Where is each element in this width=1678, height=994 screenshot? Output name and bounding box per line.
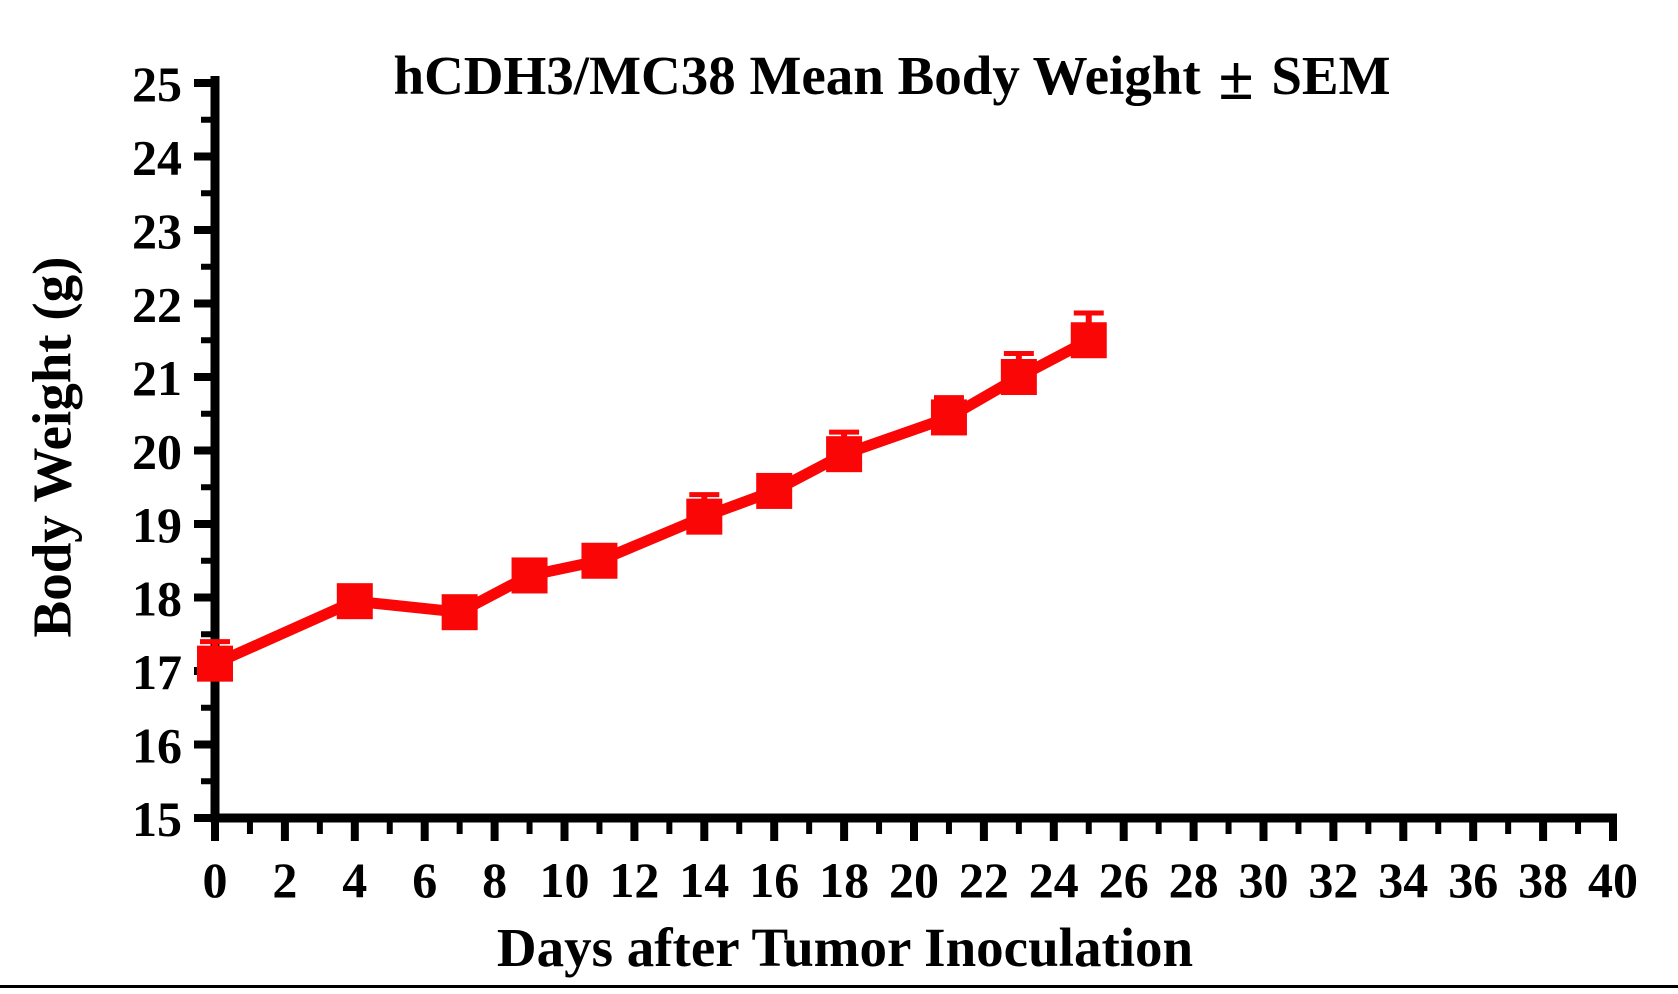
x-tick-label: 32	[1308, 852, 1358, 908]
x-tick-label: 36	[1448, 852, 1498, 908]
x-tick-label: 26	[1099, 852, 1149, 908]
x-axis-title: Days after Tumor Inoculation	[496, 917, 1194, 978]
y-tick-label: 16	[132, 718, 182, 774]
data-point-marker	[826, 436, 863, 473]
data-point-marker	[336, 583, 373, 620]
x-tick-label: 4	[342, 852, 367, 908]
y-tick-label: 25	[132, 56, 182, 112]
chart-title-suffix: SEM	[1271, 45, 1391, 106]
x-tick-label: 30	[1239, 852, 1289, 908]
y-tick-label: 21	[132, 350, 182, 406]
data-point-marker	[1070, 322, 1107, 359]
y-tick-label: 22	[132, 277, 182, 333]
x-tick-label: 34	[1378, 852, 1428, 908]
x-tick-label: 14	[679, 852, 729, 908]
x-tick-label: 2	[272, 852, 297, 908]
data-point-marker	[197, 645, 233, 682]
x-tick-label: 16	[749, 852, 799, 908]
data-point-marker	[511, 557, 548, 594]
data-point-marker	[1000, 359, 1037, 395]
x-tick-label: 24	[1029, 852, 1079, 908]
x-tick-label: 28	[1169, 852, 1219, 908]
x-tick-label: 40	[1588, 852, 1638, 908]
x-tick-label: 8	[482, 852, 507, 908]
y-tick-label: 15	[132, 791, 182, 847]
y-tick-label: 18	[132, 571, 182, 627]
bottom-divider	[0, 985, 1678, 988]
plus-minus-symbol: ±	[1218, 42, 1254, 113]
x-tick-label: 18	[819, 852, 869, 908]
data-point-marker	[686, 498, 723, 535]
x-tick-label: 22	[959, 852, 1009, 908]
x-tick-label: 10	[540, 852, 590, 908]
x-tick-label: 6	[412, 852, 437, 908]
data-point-marker	[756, 472, 793, 509]
y-tick-label: 23	[132, 203, 182, 259]
data-point-marker	[581, 542, 618, 579]
chart-title-prefix: hCDH3/MC38 Mean Body Weight	[393, 45, 1201, 106]
y-tick-label: 20	[132, 424, 182, 480]
chart-title: hCDH3/MC38 Mean Body Weight ± SEM	[393, 44, 1390, 111]
y-tick-label: 24	[132, 130, 182, 186]
x-tick-label: 38	[1518, 852, 1568, 908]
x-tick-label: 0	[203, 852, 228, 908]
x-tick-label: 20	[889, 852, 939, 908]
y-tick-label: 17	[132, 644, 182, 700]
data-point-marker	[930, 399, 967, 436]
y-tick-label: 19	[132, 497, 182, 553]
data-point-marker	[441, 594, 478, 631]
x-tick-label: 12	[609, 852, 659, 908]
